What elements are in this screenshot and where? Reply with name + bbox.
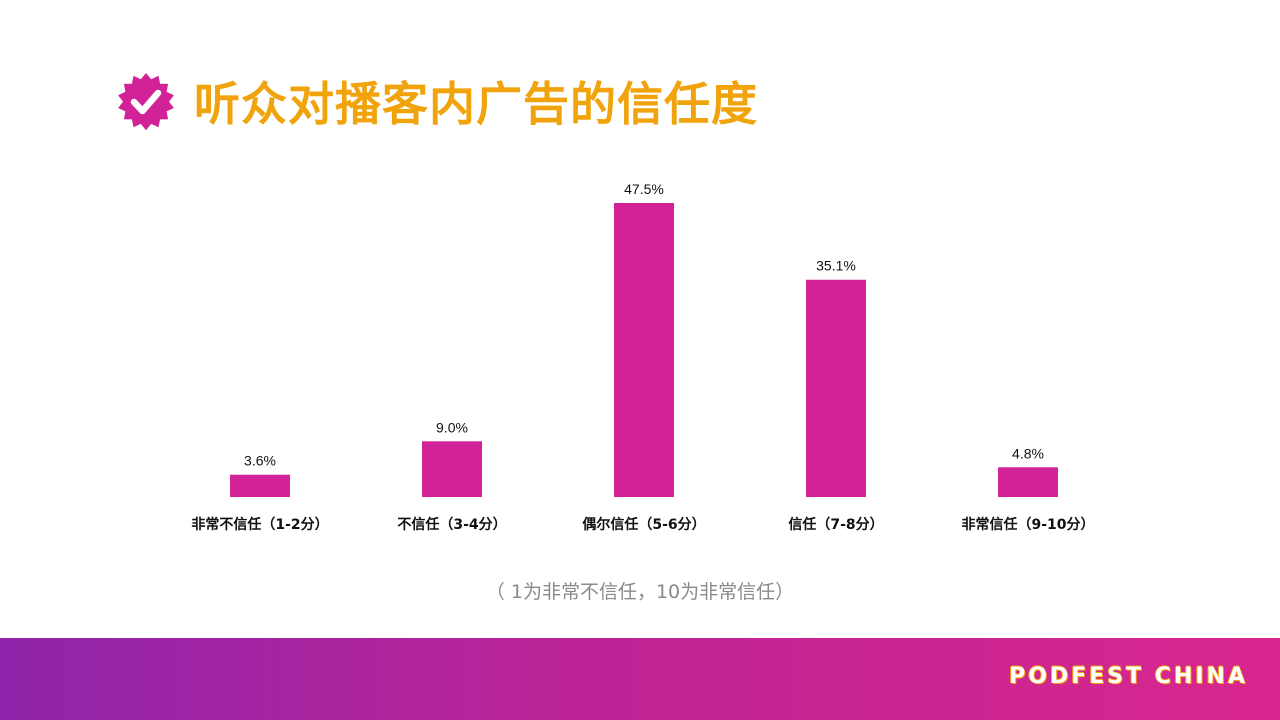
value-label-1: 3.6% [244, 453, 276, 469]
category-label-1: 非常不信任（1-2分） [191, 516, 328, 533]
category-label-4: 信任（7-8分） [788, 516, 883, 533]
bar-1 [230, 474, 290, 497]
value-label-5: 4.8% [1012, 445, 1044, 461]
value-label-3: 47.5% [624, 181, 664, 197]
verified-badge-icon [118, 73, 174, 131]
category-label-2: 不信任（3-4分） [397, 516, 506, 533]
value-label-4: 35.1% [816, 258, 856, 274]
scale-note: （ 1为非常不信任，10为非常信任） [485, 581, 795, 603]
trust-bar-chart: 3.6% 非常不信任（1-2分） 9.0% 不信任（3-4分） 47.5% 偶尔信任（5-… [191, 181, 1094, 533]
bar-3 [614, 203, 674, 497]
category-label-5: 非常信任（9-10分） [961, 516, 1094, 533]
bar-2 [422, 441, 482, 497]
footer-band [0, 638, 1280, 720]
bar-4 [806, 279, 866, 497]
brand-logo-text: PODFEST CHINA [1009, 664, 1248, 689]
value-label-2: 9.0% [436, 419, 468, 435]
page-title: 听众对播客内广告的信任度 [194, 77, 758, 131]
bar-5 [998, 467, 1058, 497]
category-label-3: 偶尔信任（5-6分） [582, 516, 705, 533]
